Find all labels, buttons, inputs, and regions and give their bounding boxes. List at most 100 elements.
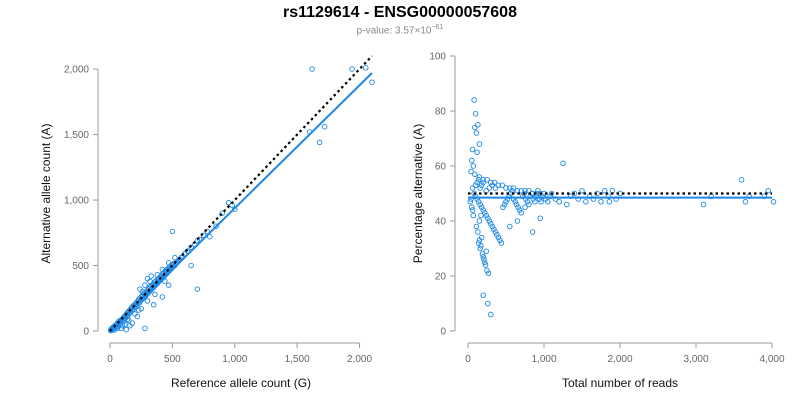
data-point [144,298,151,304]
data-point [579,187,585,194]
data-point [742,198,749,205]
regression-line [109,72,373,332]
data-point [514,187,521,194]
data-point [219,210,226,216]
p-value-text: p-value: 3.57×10 [356,25,432,37]
y-tick-label: 80 [435,107,447,118]
data-point [142,325,148,332]
y-axis-label: Percentage alternative (A) [411,124,425,263]
data-point [184,248,191,254]
x-axis-label: Total number of reads [562,376,678,390]
data-point [469,185,476,191]
y-tick-label: 0 [83,327,89,338]
data-point [485,215,491,221]
data-point [518,187,524,194]
data-point [510,185,517,191]
x-tick-label: 3,000 [683,354,708,365]
data-point [127,323,133,329]
data-point [478,204,485,210]
data-point [606,198,613,205]
data-point [499,182,505,188]
data-point [501,201,508,208]
data-point [560,160,566,166]
data-point [472,110,479,117]
data-point [309,66,315,72]
data-point [483,248,489,254]
data-point [545,198,551,205]
data-point [503,185,509,191]
data-point [469,146,476,153]
data-point [512,198,518,205]
data-point [488,311,494,318]
data-point [485,270,492,277]
data-point [118,325,124,332]
data-point [497,237,503,243]
reference-line [109,55,373,332]
data-point [477,201,483,208]
data-point [480,253,486,260]
data-point [480,207,486,213]
data-point [122,321,128,328]
scatter-plot-2: 0 20 40 60 80 100 0 1,000 2,000 3,000 4,000 Total n… [411,52,785,391]
y-tick-label: 0 [440,327,446,338]
data-point [482,262,489,268]
data-point [478,182,485,188]
data-point [194,286,201,292]
data-point [602,187,608,194]
data-point [474,149,480,155]
data-point [480,179,486,186]
data-point [700,201,707,208]
data-point [476,174,483,180]
data-point [489,182,496,188]
x-tick-label: 1,000 [531,354,556,365]
data-point [524,198,531,205]
data-point [125,317,132,324]
data-point [770,198,777,205]
data-point [765,187,771,194]
data-point [515,204,521,210]
data-point [114,325,121,332]
data-point [142,282,148,288]
data-point [492,229,499,235]
data-point [738,176,745,183]
data-point [478,212,484,219]
p-value-subtitle: p-value: 3.57×10−61 [0,24,800,36]
data-point [516,207,523,213]
data-point [144,275,151,282]
data-point [538,198,544,205]
data-point [188,262,194,269]
data-point [363,65,369,71]
y-tick-label: 2,000 [64,65,89,76]
data-point [137,286,143,292]
data-point [124,316,131,322]
data-point [480,292,486,299]
scatter-plot-1: 0 500 1,000 1,500 2,000 0 500 1,000 1,500 2,000 Re… [39,55,375,390]
y-tick-label: 100 [429,52,446,63]
data-point [514,218,521,224]
data-point [498,240,505,246]
data-point [159,294,166,300]
data-point [150,302,157,308]
y-tick-label: 1,000 [64,196,89,207]
data-point [521,190,527,197]
data-point [470,212,477,219]
chart-title: rs1129614 - ENSG00000057608 [283,4,517,21]
data-point [483,212,489,219]
data-point [165,260,172,266]
data-point [475,198,482,205]
data-point [507,223,513,230]
data-point [475,121,481,128]
data-point [475,176,482,183]
data-point [477,245,483,252]
data-point [472,124,478,131]
data-point [473,130,480,136]
y-tick-label: 1,500 [64,130,89,141]
data-point [469,157,475,164]
data-point [349,66,355,72]
x-tick-label: 2,000 [347,354,372,365]
y-tick-label: 20 [435,272,447,283]
data-point [316,139,323,146]
y-axis-label: Alternative allele count (A) [39,123,53,263]
data-point [526,201,532,208]
data-point [473,223,480,230]
